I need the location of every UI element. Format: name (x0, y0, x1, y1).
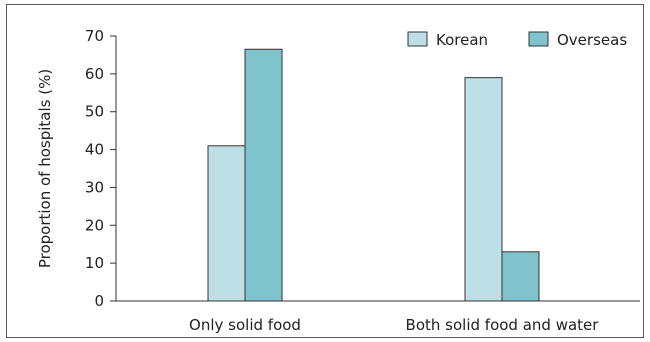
legend-label-overseas: Overseas (557, 31, 627, 49)
bar-overseas-1 (501, 251, 540, 302)
y-tick-label: 30 (85, 178, 104, 196)
bar-overseas-0 (244, 48, 283, 302)
x-tick-label: Both solid food and water (406, 316, 600, 334)
y-tick-label: 50 (85, 103, 104, 121)
x-tick-label: Only solid food (189, 316, 301, 334)
y-tick-label: 40 (85, 141, 104, 159)
legend-label-korean: Korean (436, 31, 488, 49)
y-tick-label: 10 (85, 254, 104, 272)
y-tick-label: 70 (85, 27, 104, 45)
legend-swatch-korean (407, 31, 428, 47)
y-axis-title: Proportion of hospitals (%) (36, 69, 54, 268)
y-tick-label: 0 (94, 292, 104, 310)
bars (207, 48, 540, 302)
y-tick-label: 60 (85, 65, 104, 83)
legend-swatch-overseas (528, 31, 549, 47)
axes (115, 36, 640, 302)
bar-korean-0 (207, 145, 246, 302)
y-tick-label: 20 (85, 216, 104, 234)
legend: Korean Overseas (407, 31, 627, 49)
y-axis-ticks: 0 10 20 30 40 50 60 70 (85, 27, 116, 310)
x-axis-ticks: Only solid food Both solid food and water (189, 316, 599, 334)
bar-korean-1 (464, 77, 503, 302)
